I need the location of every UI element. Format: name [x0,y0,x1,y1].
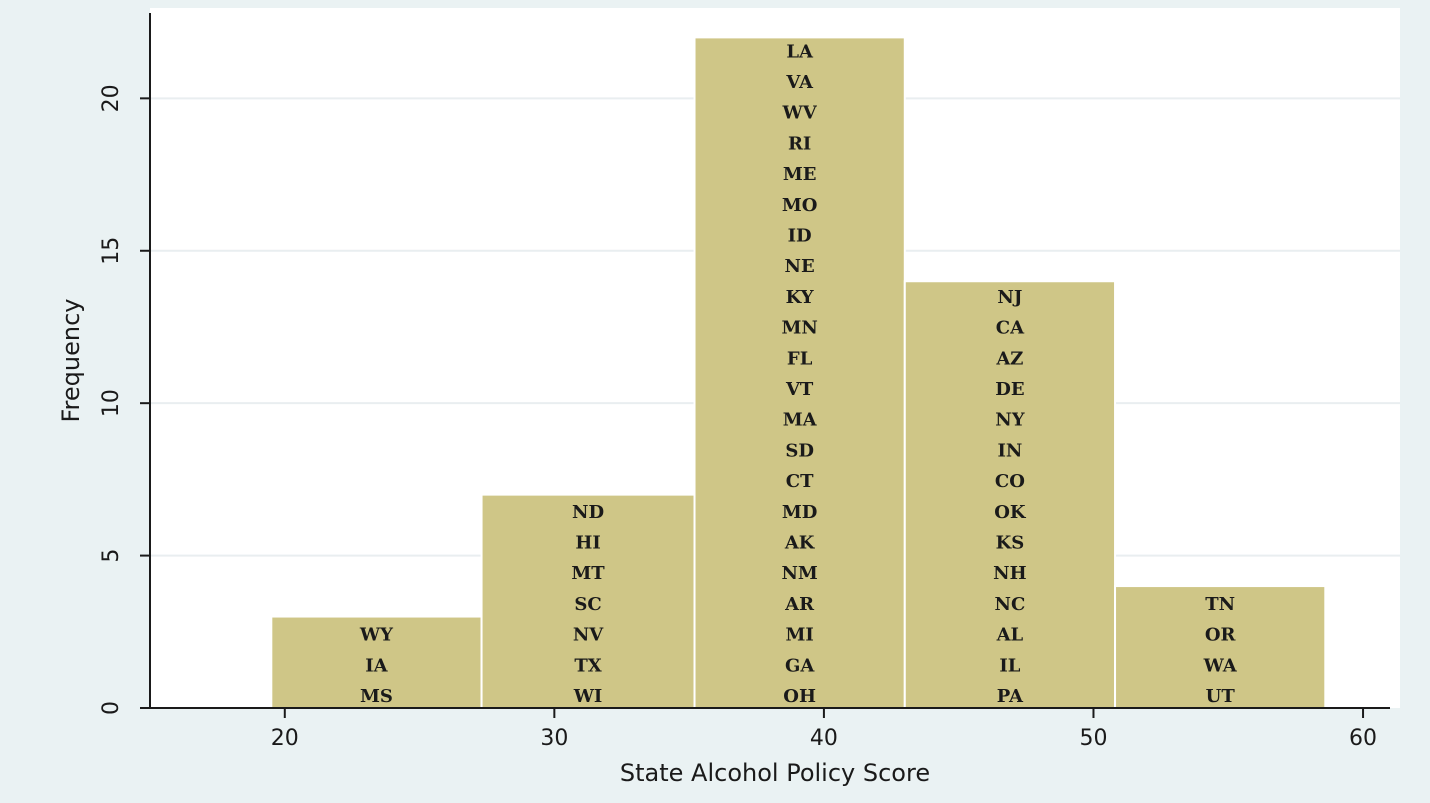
axes: 0 5 10 15 20 20 30 40 50 60 [99,13,1390,751]
state-label-al: AL [996,625,1024,646]
state-label-ok: OK [994,502,1027,523]
state-label-me: ME [783,164,817,185]
x-axis-title: State Alcohol Policy Score [620,759,930,787]
state-label-az: AZ [995,348,1023,369]
state-label-ks: KS [996,533,1025,554]
state-label-ut: UT [1206,686,1236,707]
y-tick-label-5: 5 [99,549,124,563]
state-label-or: OR [1205,625,1237,646]
state-label-hi: HI [575,533,600,554]
state-label-vt: VT [785,379,814,400]
x-tick-label-40: 40 [810,726,838,751]
state-label-nj: NJ [997,287,1022,308]
state-label-md: MD [782,502,818,523]
state-label-tx: TX [574,655,601,676]
state-label-nm: NM [781,563,817,584]
state-label-ga: GA [785,655,815,676]
state-labels: WY IA MS ND HI MT SC NV TX WI LA VA WV RI ME MO ID NE KY MN… [359,41,1238,707]
state-label-mn: MN [781,318,817,339]
histogram-bar-4 [903,280,1117,709]
state-label-mi: MI [785,625,813,646]
x-tick-label-20: 20 [271,726,299,751]
state-label-nv: NV [573,625,604,646]
state-label-ar: AR [784,594,815,615]
state-label-ak: AK [784,533,816,554]
histogram-bar-5 [1114,585,1327,710]
state-label-ia: IA [365,655,388,676]
state-label-va: VA [785,72,814,93]
x-tick-label-50: 50 [1079,726,1107,751]
state-label-ny: NY [995,410,1025,431]
state-label-wy: WY [359,625,394,646]
state-label-il: IL [999,655,1020,676]
state-label-ma: MA [783,410,818,431]
x-tick-label-60: 60 [1349,726,1377,751]
state-label-ct: CT [786,471,814,492]
state-label-tn: TN [1205,594,1235,615]
state-label-la: LA [786,41,814,62]
state-label-mo: MO [782,195,818,216]
state-label-ms: MS [360,686,393,707]
state-label-ne: NE [785,256,815,277]
state-label-mt: MT [571,563,605,584]
state-label-wa: WA [1203,655,1238,676]
state-label-co: CO [995,471,1025,492]
state-label-nh: NH [993,563,1026,584]
state-label-wv: WV [782,103,818,124]
state-label-nd: ND [572,502,604,523]
y-axis-title: Frequency [57,299,85,423]
state-label-oh: OH [783,686,816,707]
state-label-fl: FL [787,348,813,369]
histogram-bar-2 [480,493,696,709]
state-label-wi: WI [573,686,603,707]
state-label-id: ID [788,226,812,247]
state-label-ca: CA [996,318,1025,339]
y-tick-label-0: 0 [99,701,124,715]
y-tick-label-15: 15 [99,237,124,265]
state-label-ri: RI [788,133,811,154]
state-label-in: IN [997,440,1022,461]
state-label-sd: SD [785,440,814,461]
state-label-ky: KY [786,287,815,308]
state-label-sc: SC [574,594,601,615]
state-label-nc: NC [995,594,1026,615]
y-tick-label-20: 20 [99,84,124,112]
state-label-de: DE [995,379,1024,400]
y-tick-label-10: 10 [99,389,124,417]
state-label-pa: PA [997,686,1024,707]
x-tick-label-30: 30 [540,726,568,751]
